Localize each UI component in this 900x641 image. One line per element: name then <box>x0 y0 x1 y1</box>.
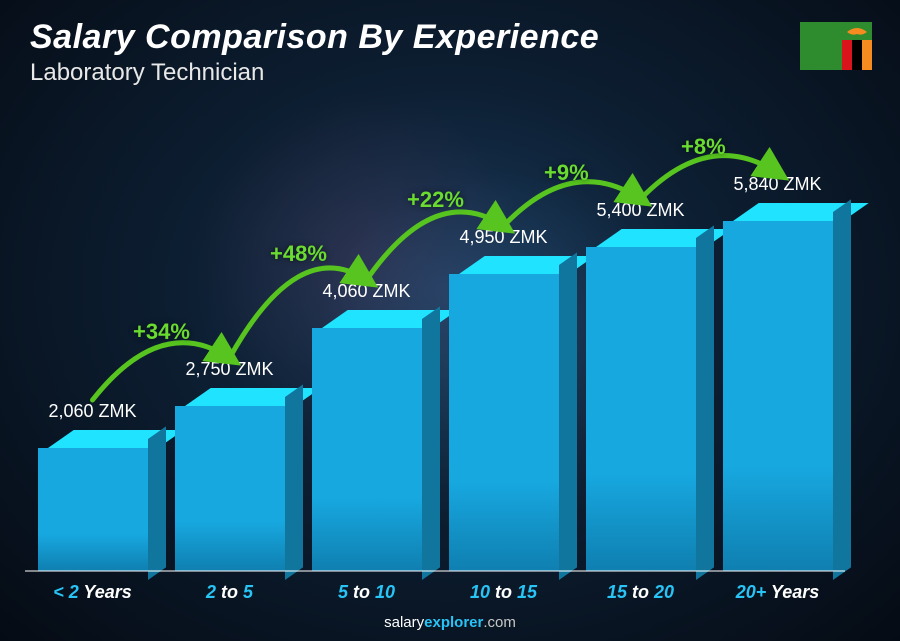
bar-value-label: 2,060 ZMK <box>48 401 136 422</box>
footer-brand-a: salary <box>384 614 424 631</box>
delta-label: +9% <box>544 160 589 186</box>
bar-value-label: 4,060 ZMK <box>322 281 410 302</box>
bar-value-label: 5,400 ZMK <box>596 200 684 221</box>
bar-slot: 5,840 ZMK <box>715 174 840 571</box>
bar <box>586 229 696 571</box>
bar-value-label: 2,750 ZMK <box>185 359 273 380</box>
bar-value-label: 5,840 ZMK <box>733 174 821 195</box>
page-title: Salary Comparison By Experience <box>30 18 870 57</box>
footer-attribution: salaryexplorer.com <box>0 614 900 631</box>
bar-slot: 5,400 ZMK <box>578 200 703 571</box>
bar <box>723 203 833 571</box>
bar-slot: 2,750 ZMK <box>167 359 292 571</box>
x-category: < 2 Years <box>30 582 155 603</box>
x-category: 2 to 5 <box>167 582 292 603</box>
bar-slot: 2,060 ZMK <box>30 401 155 571</box>
header: Salary Comparison By Experience Laborato… <box>30 18 870 87</box>
bar <box>312 310 422 571</box>
x-category: 5 to 10 <box>304 582 429 603</box>
delta-label: +22% <box>407 187 464 213</box>
footer-brand-c: .com <box>483 614 516 631</box>
bar-slot: 4,060 ZMK <box>304 281 429 571</box>
x-category: 10 to 15 <box>441 582 566 603</box>
bar <box>175 388 285 571</box>
x-axis: < 2 Years 2 to 5 5 to 10 10 to 15 15 to 20 20… <box>30 582 840 603</box>
delta-label: +48% <box>270 241 327 267</box>
x-category: 20+ Years <box>715 582 840 603</box>
footer-brand-b: explorer <box>424 614 483 631</box>
x-category: 15 to 20 <box>578 582 703 603</box>
bar-slot: 4,950 ZMK <box>441 227 566 571</box>
delta-label: +34% <box>133 319 190 345</box>
page-subtitle: Laboratory Technician <box>30 59 870 87</box>
delta-label: +8% <box>681 134 726 160</box>
bar <box>449 256 559 571</box>
zambia-flag-icon <box>800 22 872 70</box>
bar-value-label: 4,950 ZMK <box>459 227 547 248</box>
bar <box>38 430 148 571</box>
chart-baseline <box>25 570 845 572</box>
